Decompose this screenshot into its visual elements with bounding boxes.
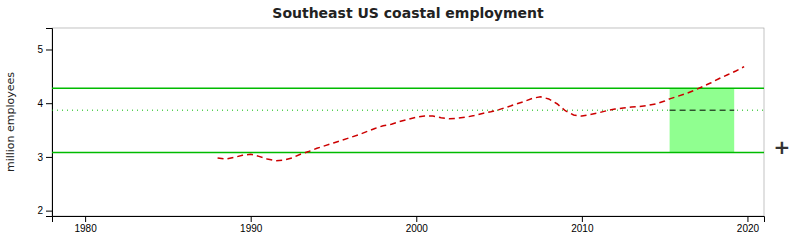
tick: 2 (37, 205, 52, 216)
plot-area: 1980 1990 2000 2010 2020 2 3 4 5 (37, 28, 764, 234)
tick-mark (46, 157, 52, 158)
marks (52, 67, 764, 161)
tick: 2000 (406, 216, 429, 234)
tick-label: 2010 (571, 223, 594, 234)
plot-frame (52, 28, 764, 216)
tick: 1980 (74, 216, 97, 234)
reference-line (52, 152, 764, 154)
axis-line (46, 29, 53, 217)
tick-mark (416, 216, 417, 222)
tick: 2010 (571, 216, 594, 234)
tick-label: 1980 (74, 223, 97, 234)
annotation: + (774, 135, 791, 159)
tick: 4 (37, 98, 52, 109)
tick-label: 4 (37, 98, 43, 109)
tick-mark (582, 216, 583, 222)
tick-label: 5 (37, 44, 43, 55)
tick-label: 3 (37, 152, 43, 163)
reference-line (52, 110, 764, 111)
tick-mark (85, 216, 86, 222)
y-axis: 2 3 4 5 (37, 29, 52, 217)
data-line (218, 67, 745, 161)
axis-line (53, 217, 765, 223)
chart-title: Southeast US coastal employment (272, 5, 544, 21)
tick: 5 (37, 44, 52, 55)
chart: 1980 1990 2000 2010 2020 2 3 4 5 Southeast US coa… (0, 0, 800, 240)
segment-line (670, 110, 735, 111)
tick: 3 (37, 152, 52, 163)
tick-label: 2020 (737, 223, 760, 234)
reference-line (52, 87, 764, 89)
range-box (670, 88, 735, 152)
tick-mark (46, 103, 52, 104)
tick-mark (747, 216, 748, 222)
tick-mark (46, 49, 52, 50)
tick-mark (251, 216, 252, 222)
tick-label: 1990 (240, 223, 263, 234)
tick: 1990 (240, 216, 263, 234)
tick-label: 2000 (406, 223, 429, 234)
tick-mark (46, 211, 52, 212)
x-axis: 1980 1990 2000 2010 2020 (53, 216, 765, 234)
y-axis-label: million employees (4, 72, 17, 172)
tick: 2020 (737, 216, 760, 234)
tick-label: 2 (37, 205, 43, 216)
